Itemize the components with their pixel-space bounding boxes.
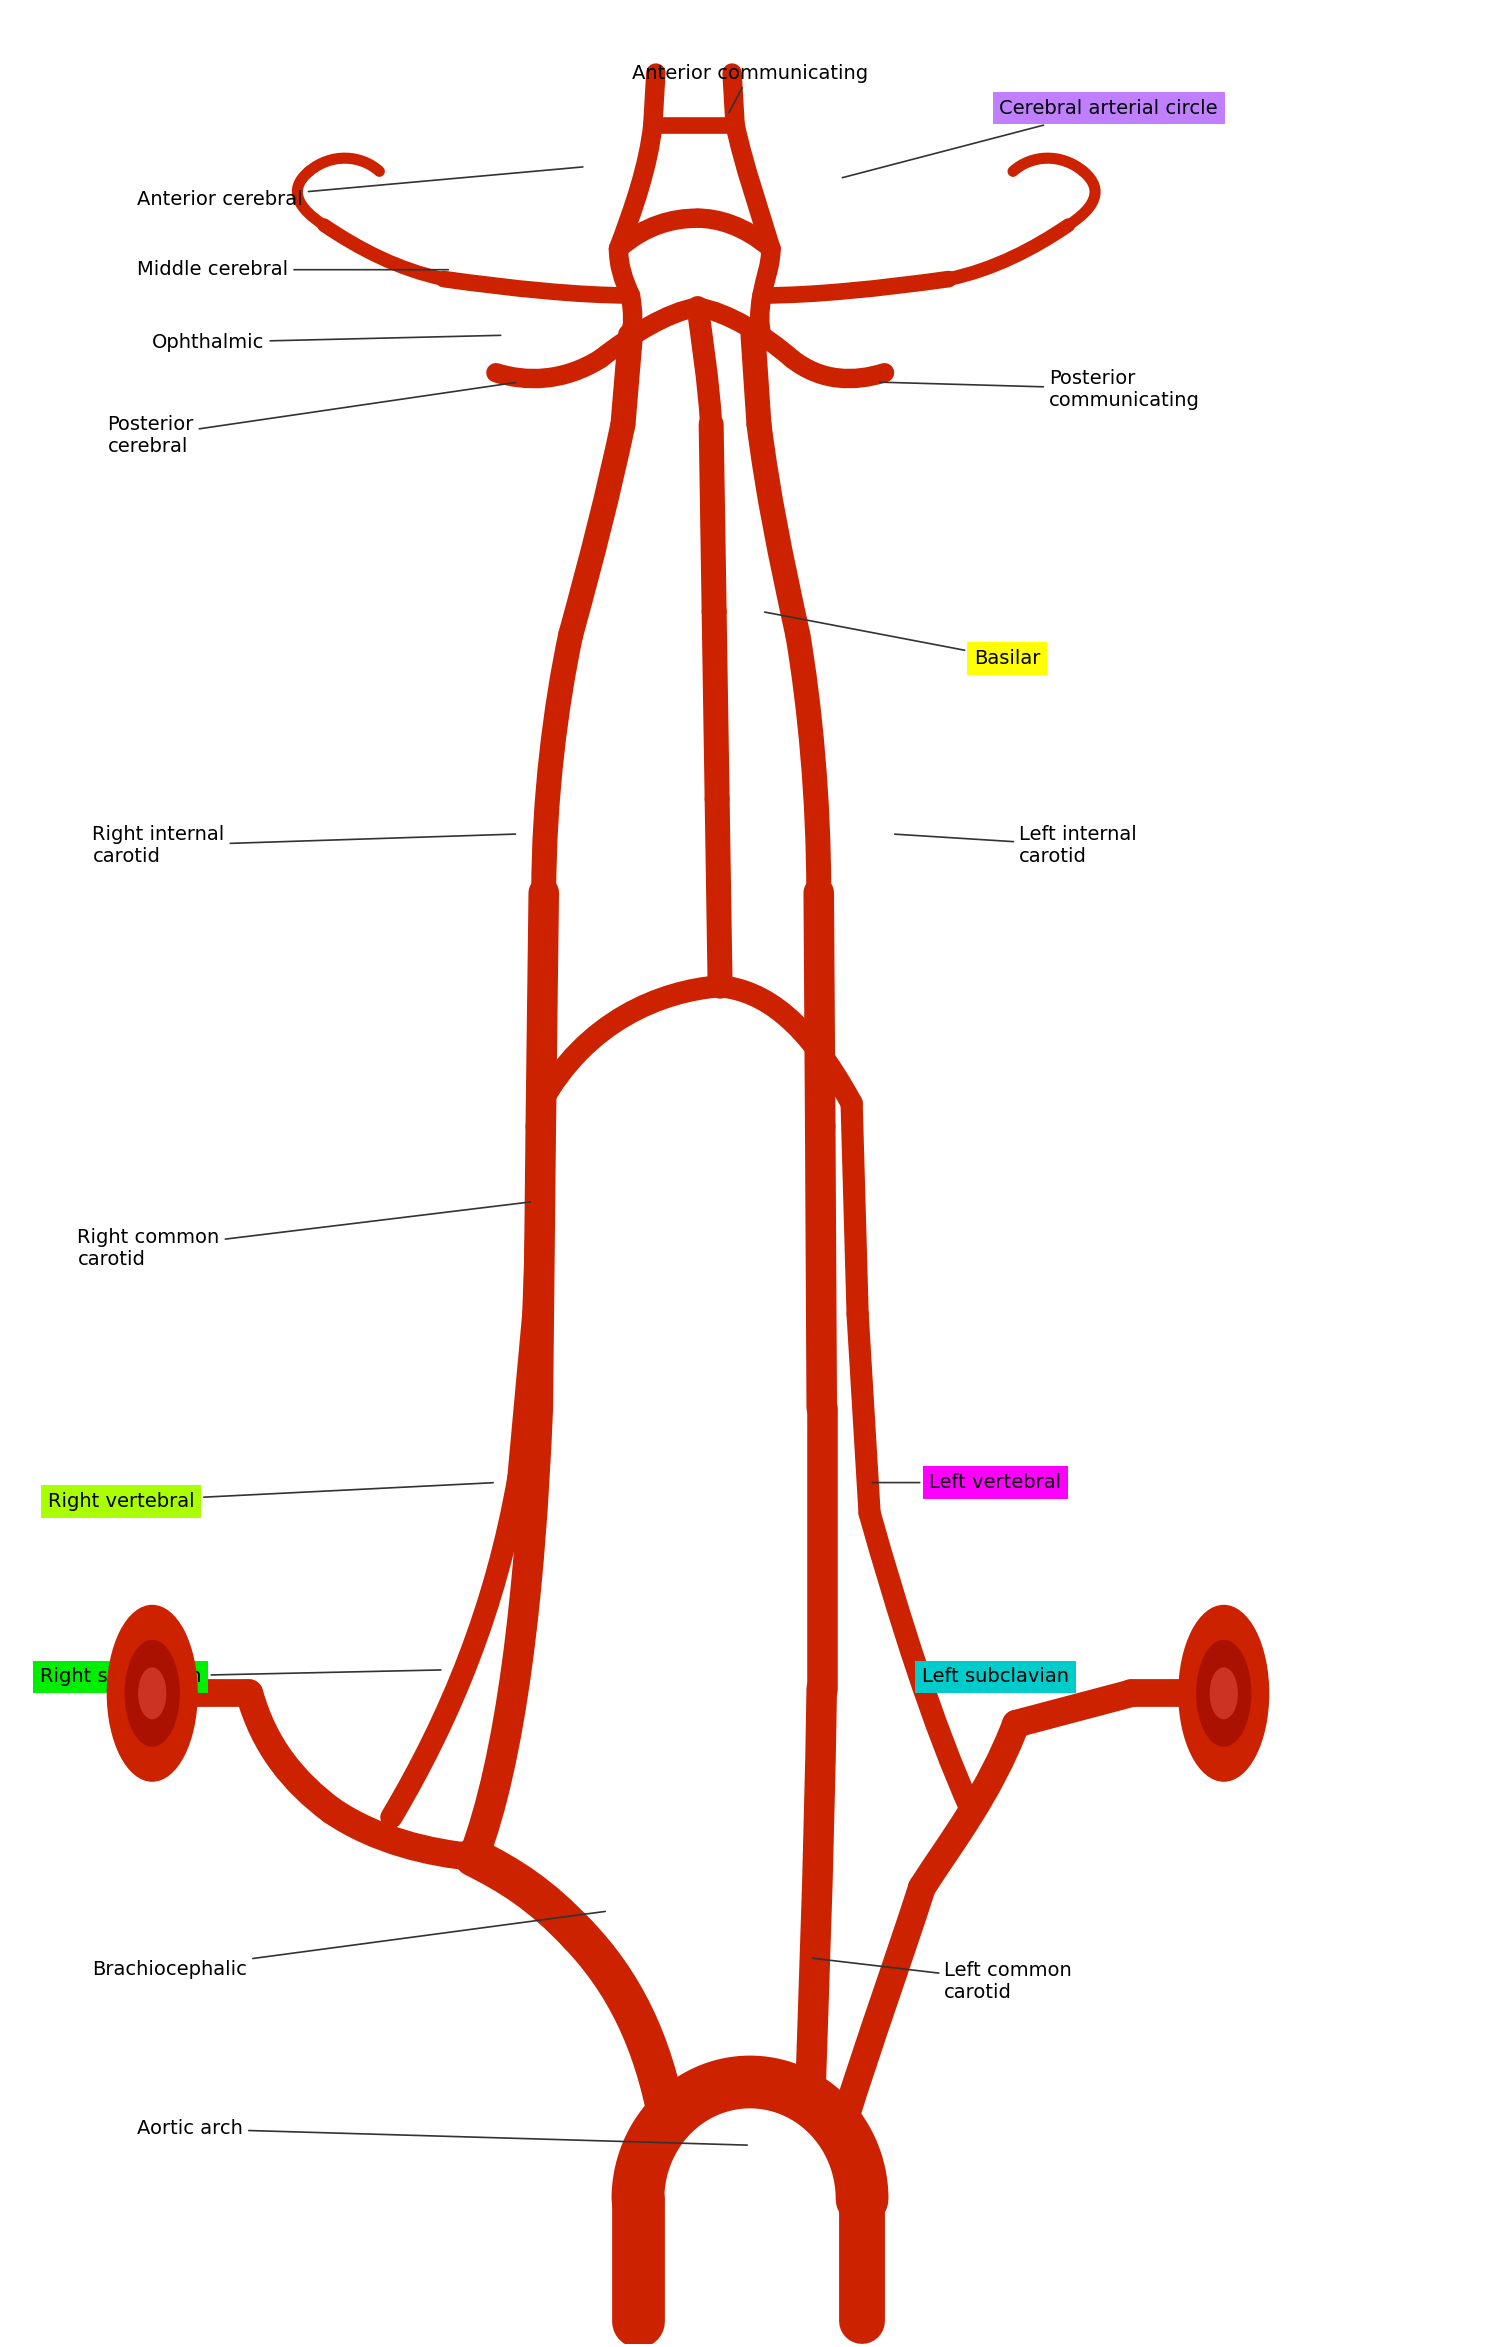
Text: Left vertebral: Left vertebral	[873, 1474, 1062, 1493]
Text: Right internal
carotid: Right internal carotid	[93, 826, 516, 866]
Text: Ophthalmic: Ophthalmic	[152, 333, 501, 352]
Text: Middle cerebral: Middle cerebral	[138, 261, 448, 279]
Text: Anterior communicating: Anterior communicating	[632, 63, 868, 113]
Ellipse shape	[1210, 1669, 1237, 1718]
Text: Posterior
communicating: Posterior communicating	[880, 368, 1200, 411]
Text: Left common
carotid: Left common carotid	[813, 1957, 1072, 2002]
Text: Anterior cerebral: Anterior cerebral	[138, 167, 584, 209]
Text: Right common
carotid: Right common carotid	[78, 1202, 531, 1270]
Text: Posterior
cerebral: Posterior cerebral	[108, 383, 516, 455]
Ellipse shape	[140, 1669, 165, 1718]
Text: Left subclavian: Left subclavian	[922, 1666, 1070, 1687]
Ellipse shape	[1197, 1641, 1251, 1746]
Text: Right vertebral: Right vertebral	[48, 1483, 494, 1511]
Ellipse shape	[1179, 1605, 1269, 1781]
Ellipse shape	[126, 1641, 178, 1746]
Text: Brachiocephalic: Brachiocephalic	[93, 1910, 606, 1979]
Text: Right subclavian: Right subclavian	[40, 1666, 441, 1687]
Ellipse shape	[108, 1605, 196, 1781]
Text: Basilar: Basilar	[765, 613, 1041, 669]
Text: Cerebral arterial circle: Cerebral arterial circle	[843, 99, 1218, 178]
Text: Aortic arch: Aortic arch	[138, 2119, 747, 2145]
Text: Left internal
carotid: Left internal carotid	[894, 826, 1137, 866]
